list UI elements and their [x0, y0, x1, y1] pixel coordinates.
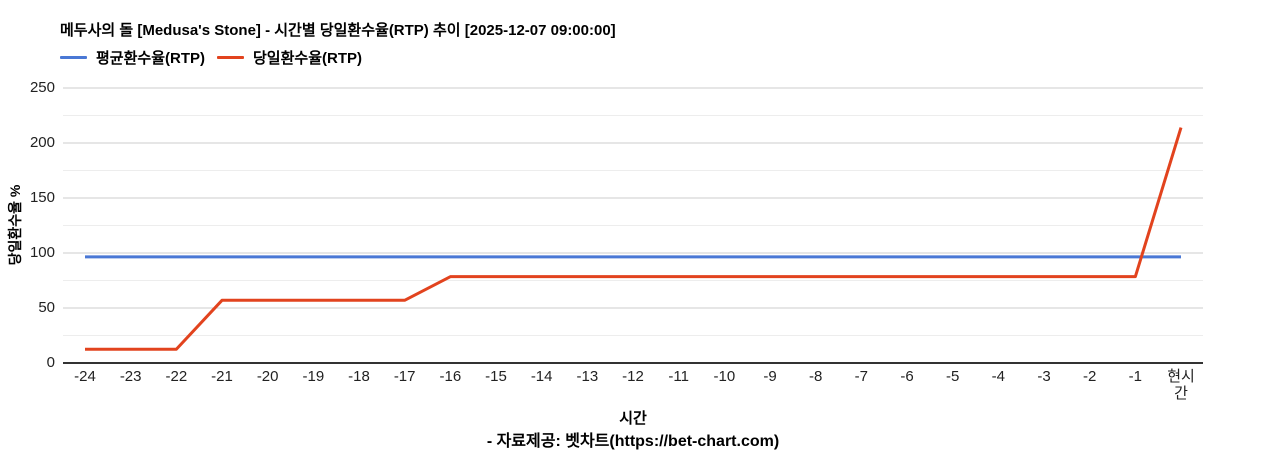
- legend-line-swatch-daily: [217, 56, 244, 59]
- x-tick-label: -19: [302, 368, 325, 385]
- x-tick-label: -5: [945, 368, 960, 385]
- x-tick-label: -2: [1082, 368, 1097, 385]
- source-caption: - 자료제공: 벳차트(https://bet-chart.com): [486, 433, 780, 450]
- x-tick-label: 현시간: [1167, 368, 1195, 402]
- x-tick-label: -21: [211, 368, 233, 385]
- x-tick-label: -17: [393, 368, 416, 385]
- y-tick-label: 100: [29, 244, 55, 261]
- x-tick-label: -16: [439, 368, 462, 385]
- x-tick-label: -9: [763, 368, 777, 385]
- y-tick-label: 250: [29, 79, 55, 96]
- x-tick-label: -18: [348, 368, 370, 385]
- x-tick-label: -1: [1128, 368, 1142, 385]
- x-tick-label: -12: [622, 368, 644, 385]
- x-tick-label: -14: [530, 368, 553, 385]
- chart-title: 메두사의 돌 [Medusa's Stone] - 시간별 당일환수율(RTP)…: [60, 22, 616, 39]
- x-tick-label: -23: [119, 368, 142, 385]
- x-tick-label: -20: [256, 368, 279, 385]
- y-tick-label: 150: [29, 189, 55, 206]
- legend-label-daily: 당일환수율(RTP): [253, 50, 362, 67]
- y-tick-label: 50: [38, 299, 55, 316]
- x-tick-label: -8: [808, 368, 823, 385]
- x-tick-label: -24: [74, 368, 96, 385]
- legend-line-swatch-average: [60, 56, 87, 59]
- legend: 평균환수율(RTP) 당일환수율(RTP): [60, 47, 362, 68]
- x-tick-label: -22: [165, 368, 188, 385]
- x-tick-label: -4: [991, 368, 1005, 385]
- x-axis-title: 시간: [619, 410, 647, 427]
- x-tick-label: -6: [900, 368, 914, 385]
- x-tick-label: -13: [576, 368, 599, 385]
- x-tick-label: -3: [1037, 368, 1051, 385]
- x-tick-label: -15: [485, 368, 507, 385]
- x-tick-label: -7: [854, 368, 868, 385]
- x-tick-label: -11: [668, 368, 689, 385]
- y-tick-label: 0: [46, 354, 55, 371]
- legend-item-average-rtp: 평균환수율(RTP): [60, 47, 205, 68]
- y-tick-label: 200: [29, 134, 55, 151]
- legend-label-average: 평균환수율(RTP): [96, 50, 205, 67]
- legend-item-daily-rtp: 당일환수율(RTP): [217, 47, 362, 68]
- series-line-daily-rtp: [85, 127, 1183, 351]
- x-tick-label: -10: [713, 368, 736, 385]
